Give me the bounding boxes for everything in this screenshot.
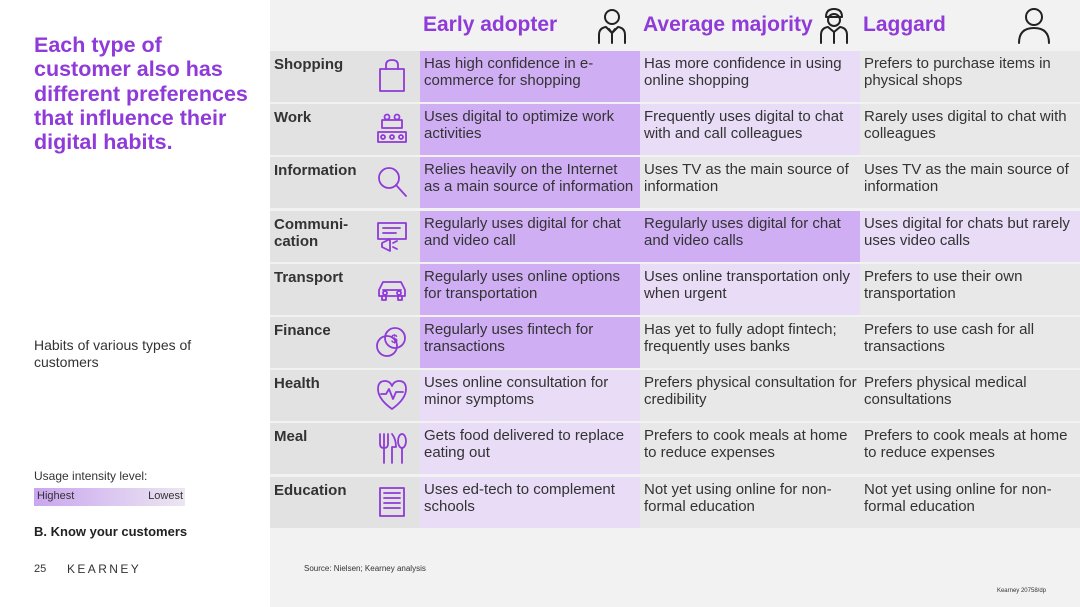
row-label-cell: Shopping <box>270 51 420 102</box>
headline: Each type of customer also has different… <box>34 33 248 155</box>
habit-cell: Uses ed-tech to complement schools <box>420 476 640 528</box>
row-label-cell: Education <box>270 476 420 528</box>
row-label: Communi- cation <box>274 215 349 250</box>
table-row: Transport Regularly uses online options f… <box>270 263 1080 315</box>
habit-cell: Gets food delivered to replace eating ou… <box>420 423 640 475</box>
row-label-cell: Finance $ <box>270 317 420 368</box>
legend-label: Usage intensity level: <box>34 469 148 483</box>
row-label: Health <box>274 375 320 393</box>
habit-cell: Uses online consultation for minor sympt… <box>420 370 640 422</box>
habit-cell: Uses digital for chats but rarely uses v… <box>860 210 1080 262</box>
habit-cell: Frequently uses digital to chat with and… <box>640 104 860 156</box>
table-row: Work Uses digital to optimize work activi… <box>270 104 1080 156</box>
habit-cell: Relies heavily on the Internet as a main… <box>420 157 640 209</box>
habit-cell: Uses TV as the main source of informatio… <box>640 157 860 209</box>
habits-table: Early adopter Average majority Laggard <box>270 0 1080 607</box>
column-header-average-majority: Average majority <box>640 0 860 50</box>
row-label-cell: Work <box>270 104 420 156</box>
habit-cell: Rarely uses digital to chat with colleag… <box>860 104 1080 156</box>
habit-cell: Not yet using online for non-formal educ… <box>640 476 860 528</box>
habit-cell: Prefers physical medical consultations <box>860 370 1080 422</box>
row-label: Education <box>274 481 347 499</box>
habit-cell: Prefers to cook meals at home to reduce … <box>860 423 1080 475</box>
table-row: Health Uses online consultation for minor… <box>270 370 1080 422</box>
car-icon <box>374 270 410 308</box>
heartbeat-icon <box>374 376 410 414</box>
habit-cell: Prefers physical consultation for credib… <box>640 370 860 422</box>
habit-cell: Regularly uses digital for chat and vide… <box>420 210 640 262</box>
table-row: Education Uses ed-tech to complement scho… <box>270 476 1080 528</box>
section-label: B. Know your customers <box>34 524 188 539</box>
left-panel: Each type of customer also has different… <box>0 0 270 607</box>
row-label: Transport <box>274 268 344 286</box>
habit-cell: Uses online transportation only when urg… <box>640 263 860 315</box>
row-label-cell: Communi- cation <box>270 210 420 262</box>
table-row: Shopping Has high confidence in e-commerc… <box>270 51 1080 102</box>
table-row: Meal Gets food delivered to replace eatin… <box>270 423 1080 475</box>
habit-cell: Regularly uses digital for chat and vide… <box>640 210 860 262</box>
shopping-bag-icon <box>374 57 410 95</box>
habit-cell: Prefers to use cash for all transactions <box>860 317 1080 368</box>
habit-cell: Not yet using online for non-formal educ… <box>860 476 1080 528</box>
meeting-icon <box>374 110 410 148</box>
habit-cell: Prefers to cook meals at home to reduce … <box>640 423 860 475</box>
businessman-icon <box>594 6 630 44</box>
row-label: Meal <box>274 428 308 446</box>
svg-text:$: $ <box>391 332 398 346</box>
habit-cell: Regularly uses fintech for transactions <box>420 317 640 368</box>
row-label: Shopping <box>274 56 344 73</box>
column-title: Average majority <box>643 13 813 36</box>
row-label-cell: Meal <box>270 423 420 475</box>
table-row: Information Relies heavily on the Interne… <box>270 157 1080 209</box>
legend-lowest: Lowest <box>148 490 183 502</box>
row-label-cell: Transport <box>270 263 420 315</box>
column-title: Early adopter <box>423 13 558 36</box>
row-label: Information <box>274 162 357 180</box>
source-note: Source: Nielsen; Kearney analysis <box>304 564 426 573</box>
habit-cell: Has yet to fully adopt fintech; frequent… <box>640 317 860 368</box>
page-number: 25 <box>34 563 47 575</box>
worker-icon <box>816 6 852 44</box>
column-title: Laggard <box>863 13 946 36</box>
column-header-early-adopter: Early adopter <box>420 0 640 50</box>
brand-logo: KEARNEY <box>67 562 142 576</box>
table-row: Communi- cation Regularly uses digital fo… <box>270 210 1080 262</box>
habit-cell: Uses digital to optimize work activities <box>420 104 640 156</box>
row-label-cell: Information <box>270 157 420 209</box>
cutlery-icon <box>374 429 410 467</box>
habit-cell: Has more confidence in using online shop… <box>640 51 860 102</box>
legend-highest: Highest <box>37 490 75 502</box>
habit-cell: Uses TV as the main source of informatio… <box>860 157 1080 209</box>
table-row: Finance $ Regularly uses fintech for trans… <box>270 317 1080 368</box>
habit-cell: Prefers to use their own transportation <box>860 263 1080 315</box>
coins-icon: $ <box>374 323 410 361</box>
row-label-cell: Health <box>270 370 420 422</box>
subtitle: Habits of various types of customers <box>34 337 192 370</box>
habit-cell: Prefers to purchase items in physical sh… <box>860 51 1080 102</box>
chat-megaphone-icon <box>374 217 410 255</box>
row-label: Work <box>274 109 312 127</box>
habit-cell: Has high confidence in e-commerce for sh… <box>420 51 640 102</box>
legend-gradient-bar: Highest Lowest <box>34 488 185 506</box>
person-icon <box>1016 6 1052 44</box>
book-icon <box>374 483 410 521</box>
column-header-laggard: Laggard <box>860 0 1080 50</box>
habit-cell: Regularly uses online options for transp… <box>420 263 640 315</box>
row-label: Finance <box>274 322 331 339</box>
document-code: Kearney 20758/dp <box>996 588 1046 594</box>
magnifier-icon <box>374 163 410 201</box>
